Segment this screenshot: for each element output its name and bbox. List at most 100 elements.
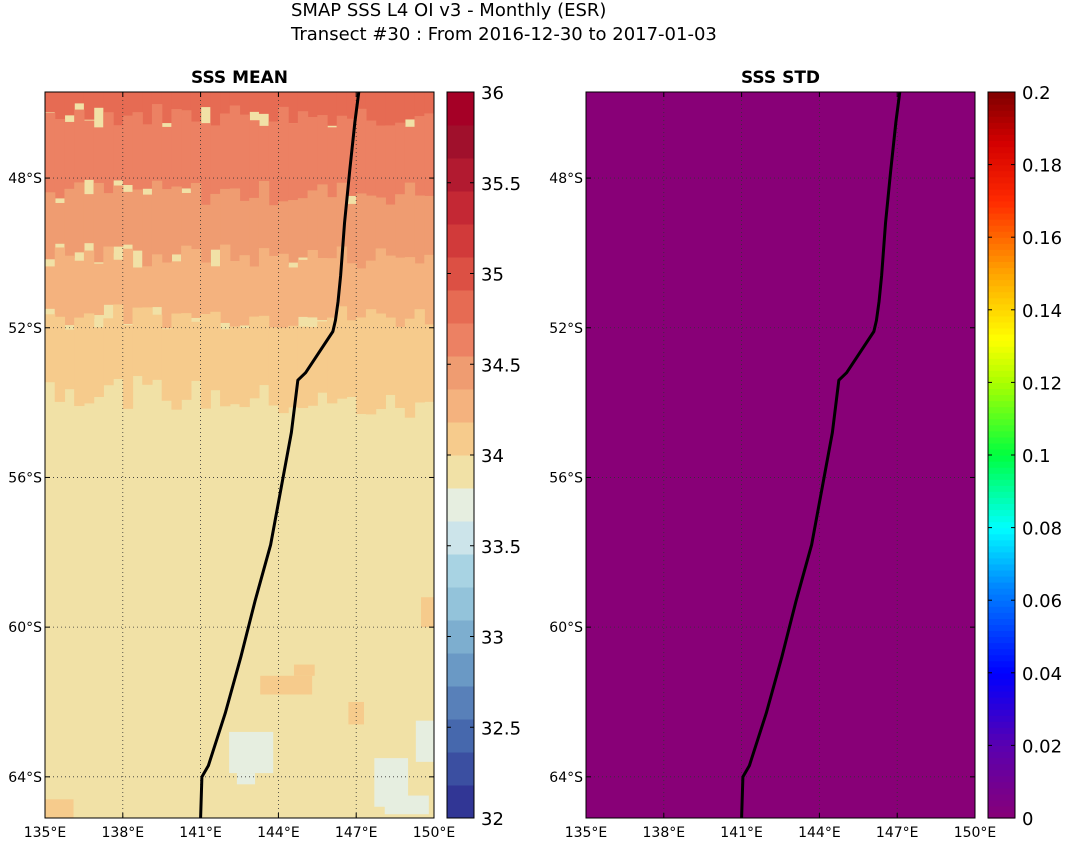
std-colorbar-swatch (988, 200, 1015, 208)
mean-band-cell (54, 316, 66, 402)
std-colorbar-swatch (988, 545, 1015, 553)
std-colorbar-swatch (988, 98, 1015, 105)
mean-band-cell (346, 203, 357, 286)
mean-band-cell (190, 249, 202, 318)
std-colorbar-swatch (988, 358, 1015, 365)
mean-colorbar-label: 36 (481, 83, 504, 104)
std-colorbar-swatch (988, 267, 1015, 275)
mean-band-cell (424, 92, 434, 132)
std-colorbar-swatch (988, 793, 1015, 801)
mean-band-cell (113, 125, 124, 181)
std-colorbar-swatch (988, 104, 1015, 111)
mean-band-cell (404, 92, 416, 120)
std-field (586, 92, 975, 818)
mean-band-cell (336, 306, 348, 399)
mean-band-cell (239, 328, 250, 408)
std-x-tick-label: 147°E (876, 825, 919, 841)
mean-colorbar-swatch (447, 422, 474, 456)
std-field-fill (586, 92, 975, 818)
mean-band-cell (307, 190, 318, 276)
mean-band-cell (414, 195, 425, 288)
mean-band-cell (161, 329, 173, 401)
std-colorbar-swatch (988, 279, 1015, 287)
mean-band-cell (356, 193, 367, 284)
std-colorbar-swatch (988, 642, 1015, 650)
mean-band-cell (171, 186, 182, 255)
mean-band-cell (210, 311, 221, 391)
mean-band-cell (336, 115, 348, 202)
mean-colorbar-label: 34.5 (481, 355, 521, 376)
std-colorbar-swatch (988, 672, 1015, 680)
mean-colorbar-swatch (447, 92, 474, 126)
mean-colorbar-swatch (447, 488, 474, 522)
mean-band-cell (375, 92, 386, 143)
mean-band-cell (404, 318, 416, 418)
mean-band-cell (278, 201, 289, 265)
mean-band-cell (249, 266, 260, 333)
std-colorbar-swatch (988, 576, 1015, 583)
mean-band-cell (365, 120, 377, 217)
mean-band-cell (288, 123, 299, 224)
mean-band-cell (45, 113, 56, 210)
mean-band-cell (142, 266, 153, 315)
std-colorbar-swatch (988, 684, 1015, 692)
mean-band-cell (93, 182, 104, 263)
mean-band-cell (327, 317, 338, 404)
std-colorbar-swatch (988, 158, 1015, 166)
std-colorbar-swatch (988, 757, 1015, 765)
mean-band-cell (161, 262, 173, 329)
mean-band-cell (229, 188, 241, 279)
mean-colorbar-label: 33 (481, 628, 504, 649)
mean-band-cell (268, 205, 279, 274)
mean-band-cell (268, 327, 279, 406)
std-x-tick-label: 138°E (643, 825, 686, 841)
std-colorbar-swatch (988, 539, 1015, 547)
mean-band-cell (142, 92, 153, 136)
mean-band-cell (317, 321, 328, 393)
std-colorbar-swatch (988, 152, 1015, 160)
std-colorbar-swatch (988, 515, 1015, 523)
mean-band-cell (375, 125, 386, 200)
mean-band-cell (317, 257, 328, 320)
mean-x-tick-label: 138°E (102, 825, 145, 841)
mean-band-cell (385, 255, 396, 352)
mean-band-cell (258, 248, 270, 321)
std-colorbar-swatch (988, 194, 1015, 202)
mean-band-cell (113, 304, 124, 379)
mean-band-cell (64, 255, 75, 326)
mean-transect-line (199, 92, 361, 818)
std-panel-title: SSS STD (741, 68, 820, 88)
mean-band-cell (327, 92, 338, 126)
std-colorbar-swatch (988, 612, 1015, 619)
mean-band-cell (83, 313, 95, 404)
mean-band-cell (288, 200, 299, 263)
mean-band-cell (288, 325, 299, 408)
mean-colorbar-swatch (447, 587, 474, 621)
mean-band-cell (258, 125, 270, 211)
mean-band-cell (190, 183, 202, 258)
mean-band-cell (83, 120, 95, 180)
mean-band-cell (45, 266, 56, 309)
std-colorbar-swatch (988, 799, 1015, 807)
std-colorbar-swatch (988, 364, 1015, 371)
std-colorbar-swatch (988, 170, 1015, 178)
mean-band-cell (395, 122, 406, 220)
mean-band-cell (83, 250, 95, 320)
std-colorbar-swatch (988, 666, 1015, 674)
std-colorbar-swatch (988, 122, 1015, 129)
std-colorbar-swatch (988, 491, 1015, 498)
mean-band-cell (414, 92, 425, 124)
std-colorbar-swatch (988, 92, 1015, 99)
std-x-tick-label: 141°E (720, 825, 763, 841)
mean-colorbar-swatch (447, 785, 474, 819)
mean-band-cell (132, 189, 143, 251)
mean-band-cell (356, 268, 367, 340)
mean-colorbar-swatch (447, 620, 474, 654)
std-colorbar-swatch (988, 128, 1015, 135)
mean-band-cell (200, 123, 211, 218)
mean-band-cell (307, 326, 318, 406)
std-colorbar-swatch (988, 340, 1015, 347)
std-colorbar-swatch (988, 473, 1015, 480)
mean-y-tick-label: 52°S (8, 321, 42, 337)
std-colorbar-swatch (988, 630, 1015, 638)
